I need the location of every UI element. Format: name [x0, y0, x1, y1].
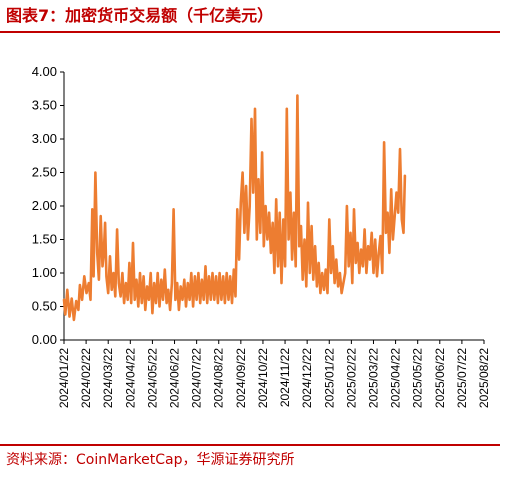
y-tick-label: 3.00	[32, 131, 57, 146]
y-tick-label: 0.50	[32, 299, 57, 314]
x-tick-label: 2025/08/22	[477, 348, 491, 408]
y-tick-label: 1.00	[32, 265, 57, 280]
x-tick-label: 2024/03/22	[101, 348, 115, 408]
x-tick-label: 2025/06/22	[433, 348, 447, 408]
source-note: 资料来源：CoinMarketCap，华源证券研究所	[6, 452, 295, 468]
series-group	[62, 94, 407, 322]
y-tick-label: 2.50	[32, 165, 57, 180]
x-tick-label: 2025/03/22	[366, 348, 380, 408]
x-tick-label: 2024/07/22	[190, 348, 204, 408]
x-tick-label: 2024/02/22	[79, 348, 93, 408]
x-tick-label: 2024/10/22	[256, 348, 270, 408]
line-chart: 0.00 0.50 1.00 1.50 2.00 2.50 3.00 3.50 4.00 202…	[32, 64, 491, 408]
y-tick-label: 4.00	[32, 64, 57, 79]
x-tick-label: 2025/07/22	[455, 348, 469, 408]
y-axis-ticks: 0.00 0.50 1.00 1.50 2.00 2.50 3.00 3.50 4.00	[32, 64, 64, 347]
x-tick-label: 2024/06/22	[168, 348, 182, 408]
y-tick-label: 3.50	[32, 98, 57, 113]
x-axis-ticks: 2024/01/22 2024/02/22 2024/03/22 2024/04/22…	[57, 340, 491, 408]
x-tick-label: 2025/04/22	[389, 348, 403, 408]
title-divider	[0, 31, 500, 33]
source-divider	[0, 444, 500, 446]
y-tick-label: 2.00	[32, 198, 57, 213]
x-tick-label: 2024/04/22	[123, 348, 137, 408]
x-tick-label: 2025/01/22	[322, 348, 336, 408]
chart-title: 图表7：加密货币交易额（千亿美元）	[6, 6, 274, 25]
x-tick-label: 2024/09/22	[234, 348, 248, 408]
x-tick-label: 2025/05/22	[411, 348, 425, 408]
series-line	[62, 94, 407, 322]
x-tick-label: 2024/12/22	[300, 348, 314, 408]
x-tick-label: 2024/01/22	[57, 348, 71, 408]
y-tick-label: 1.50	[32, 232, 57, 247]
y-tick-label: 0.00	[32, 332, 57, 347]
x-tick-label: 2024/05/22	[145, 348, 159, 408]
x-tick-label: 2024/11/22	[278, 348, 292, 407]
x-tick-label: 2025/02/22	[344, 348, 358, 408]
x-tick-label: 2024/08/22	[212, 348, 226, 408]
